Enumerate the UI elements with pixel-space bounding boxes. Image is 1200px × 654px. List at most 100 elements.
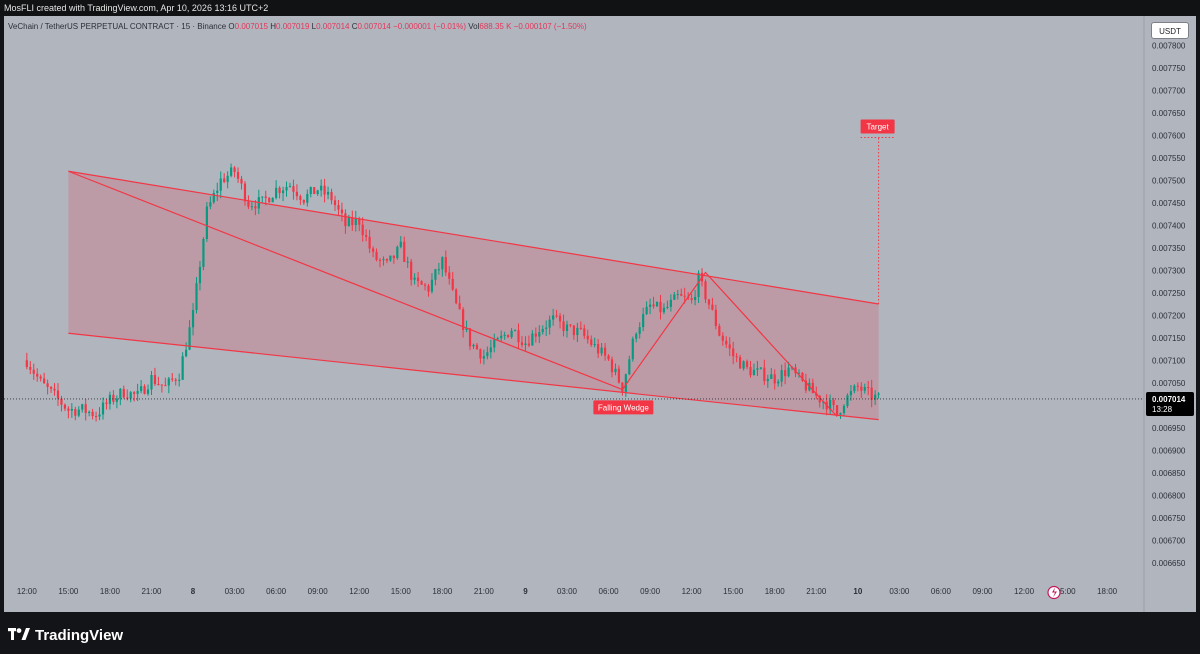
candle-body — [226, 175, 229, 183]
plot-area[interactable]: 0.007800 0.007750 0.007700 0.007650 0.007600… — [4, 16, 1196, 612]
candle-body — [628, 359, 631, 375]
time-tick-label: 21:00 — [806, 587, 827, 596]
candle-body — [326, 191, 330, 195]
candle-body — [25, 360, 28, 367]
candle-body — [652, 304, 655, 307]
candle-body — [264, 196, 267, 199]
candle-body — [375, 251, 378, 260]
symbol-legend: VeChain / TetherUS PERPETUAL CONTRACT · … — [8, 22, 587, 31]
candle-body — [513, 330, 517, 332]
chart-canvas[interactable]: 0.007800 0.007750 0.007700 0.007650 0.007600… — [4, 16, 1196, 612]
candle-body — [81, 404, 84, 410]
price-tick-label: 0.006650 — [1152, 559, 1186, 568]
candle-body — [247, 201, 250, 207]
candle-body — [517, 330, 520, 343]
candle-body — [202, 238, 205, 267]
candle-body — [842, 405, 846, 414]
candle-body — [569, 324, 572, 326]
candle-body — [572, 325, 576, 336]
candle-body — [250, 206, 253, 208]
candle-body — [108, 394, 112, 404]
candle-body — [437, 269, 440, 271]
candle-body — [60, 398, 63, 405]
candle-body — [853, 385, 856, 392]
price-tick-label: 0.007700 — [1152, 86, 1186, 95]
candle-body — [171, 378, 174, 380]
legend-close-label: C — [351, 22, 358, 31]
candle-body — [475, 344, 479, 350]
price-tick-label: 0.007400 — [1152, 221, 1186, 230]
candle-body — [863, 386, 866, 391]
candle-body — [340, 209, 344, 214]
candle-body — [482, 356, 485, 359]
candle-body — [586, 335, 589, 340]
time-tick-label: 18:00 — [432, 587, 453, 596]
candle-body — [728, 344, 731, 349]
candle-body — [216, 190, 219, 193]
candle-body — [150, 374, 153, 390]
candle-body — [63, 404, 67, 409]
falling-wedge-label-box — [593, 400, 654, 415]
candle-body — [361, 224, 364, 236]
candle-body — [759, 367, 762, 369]
candle-body — [669, 299, 672, 307]
last-price-label: 0.007014 — [1152, 395, 1186, 404]
legend-volume: 688.35 K — [479, 22, 512, 31]
candle-body — [527, 343, 530, 346]
candle-body — [562, 321, 565, 332]
candle-body — [261, 196, 264, 198]
candle-body — [548, 319, 551, 328]
candle-body — [275, 187, 278, 198]
candle-body — [520, 342, 524, 346]
candle-body — [146, 389, 150, 394]
wedge-upper-line — [68, 170, 879, 305]
candle-body — [430, 279, 434, 292]
tradingview-logo-icon — [8, 628, 30, 640]
candle-body — [846, 395, 849, 406]
candle-body — [541, 328, 544, 333]
candle-body — [389, 255, 392, 261]
candle-body — [292, 186, 295, 192]
candle-body — [607, 355, 610, 360]
candle-body — [721, 335, 724, 341]
time-tick-label: 09:00 — [972, 587, 993, 596]
time-tick-label: 15:00 — [58, 587, 79, 596]
candle-body — [725, 340, 728, 345]
candle-body — [195, 283, 198, 311]
candle-body — [164, 385, 167, 387]
currency-button[interactable]: USDT — [1151, 22, 1189, 39]
candle-body — [378, 259, 382, 261]
candle-body — [797, 372, 801, 374]
candle-body — [458, 303, 461, 310]
time-tick-label: 06:00 — [599, 587, 620, 596]
candle-body — [714, 309, 717, 327]
candle-body — [254, 206, 257, 209]
candle-body — [385, 259, 389, 261]
candle-body — [835, 405, 839, 415]
candle-body — [655, 301, 659, 307]
candle-body — [555, 315, 558, 317]
price-tick-label: 0.007150 — [1152, 334, 1186, 343]
time-tick-label: 06:00 — [931, 587, 952, 596]
candle-body — [770, 374, 773, 380]
tradingview-logo-text: TradingView — [35, 626, 124, 644]
candle-body — [74, 408, 77, 416]
candle-body — [209, 202, 212, 207]
time-tick-label: 21:00 — [474, 587, 495, 596]
candle-body — [860, 386, 863, 391]
candle-body — [707, 299, 711, 305]
candle-body — [205, 206, 208, 239]
candle-body — [680, 294, 683, 296]
price-tick-label: 0.006850 — [1152, 469, 1186, 478]
candle-body — [188, 327, 191, 350]
candle-body — [735, 356, 738, 358]
price-tick-label: 0.007450 — [1152, 199, 1186, 208]
price-tick-label: 0.007250 — [1152, 289, 1186, 298]
candle-body — [316, 190, 319, 195]
candle-body — [870, 387, 873, 400]
candle-body — [552, 315, 555, 320]
time-tick-label: 18:00 — [100, 587, 121, 596]
candle-body — [416, 277, 420, 282]
candle-body — [538, 332, 541, 337]
candle-body — [874, 394, 877, 400]
